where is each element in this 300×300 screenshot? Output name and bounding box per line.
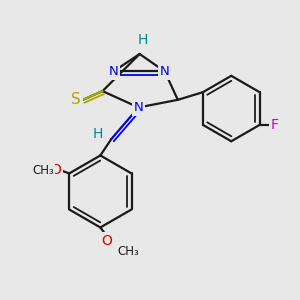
- Text: S: S: [71, 92, 81, 107]
- Text: CH₃: CH₃: [118, 245, 140, 258]
- Text: O: O: [101, 233, 112, 248]
- Text: O: O: [51, 163, 62, 177]
- Text: H: H: [138, 33, 148, 47]
- Text: CH₃: CH₃: [32, 164, 54, 177]
- Text: N: N: [160, 65, 169, 78]
- Text: H: H: [93, 127, 104, 141]
- Text: N: N: [134, 101, 143, 114]
- Text: F: F: [271, 118, 279, 132]
- Text: N: N: [109, 65, 118, 78]
